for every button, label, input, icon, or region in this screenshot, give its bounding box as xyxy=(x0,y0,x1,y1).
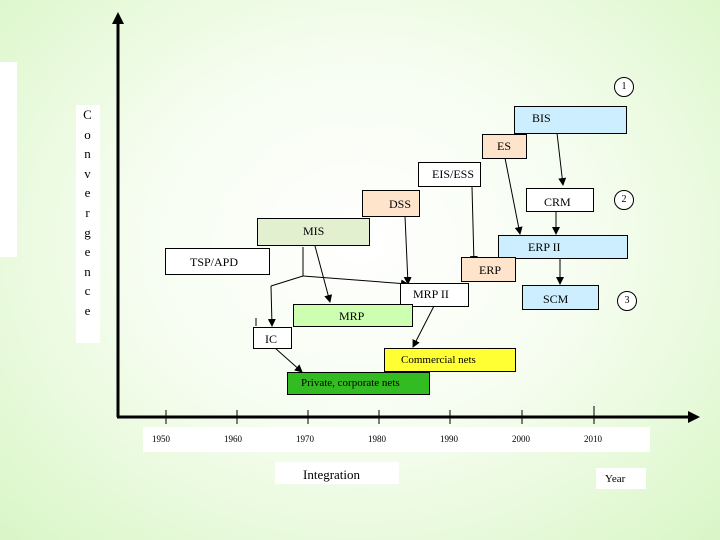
convergence-letter: v xyxy=(84,165,92,181)
es-box: ES xyxy=(482,134,527,159)
es-to-erp-ii-arrow xyxy=(504,157,523,235)
year-tick-label: 1980 xyxy=(368,434,386,444)
marker-2: 2 xyxy=(614,190,634,210)
year-tick-label: 1970 xyxy=(296,434,314,444)
mis-box: MIS xyxy=(257,218,370,246)
bis-box: BIS xyxy=(514,106,627,134)
mrp-box: MRP xyxy=(293,304,413,327)
bis-to-crm-arrow xyxy=(556,132,567,186)
ic-box: IC xyxy=(253,327,292,349)
convergence-letter: c xyxy=(84,283,92,299)
convergence-letter: r xyxy=(85,204,91,220)
year-label-box xyxy=(596,468,646,489)
year-tick-label: 1960 xyxy=(224,434,242,444)
integration-label-box xyxy=(275,462,399,484)
x-axis-arrowhead xyxy=(688,411,700,423)
convergence-letter: e xyxy=(84,302,92,318)
private-nets-box: Private, corporate nets xyxy=(287,372,430,395)
crm-box: CRM xyxy=(526,188,594,212)
convergence-letter: g xyxy=(84,224,92,240)
tsp-to-erp-arrow xyxy=(302,275,409,288)
convergence-label: C o n v e r g e n c e xyxy=(76,105,100,343)
eis-ess-box: EIS/ESS xyxy=(418,162,481,187)
eis-to-mrp-ii-arrow xyxy=(469,186,478,264)
year-label: Year xyxy=(605,473,626,485)
year-tick-label: 2000 xyxy=(512,434,530,444)
side-panel xyxy=(0,62,17,257)
y-axis-arrowhead xyxy=(112,12,124,24)
dss-box: DSS xyxy=(362,190,420,217)
year-strip xyxy=(143,427,650,452)
mrp-ii-box: MRP II xyxy=(400,283,469,307)
mis-to-mrp-arrow xyxy=(314,245,333,303)
year-ticks xyxy=(165,406,595,424)
erp-ii-box: ERP II xyxy=(498,235,628,259)
ic-to-private-nets-arrow xyxy=(274,347,303,373)
tsp-to-ic-arrow xyxy=(267,285,276,327)
marker-3: 3 xyxy=(617,291,637,311)
convergence-letter: e xyxy=(84,244,92,260)
year-tick-label: 1950 xyxy=(152,434,170,444)
convergence-letter: e xyxy=(84,185,92,201)
scm-box: SCM xyxy=(522,285,599,310)
tsp-apd-box: TSP/APD xyxy=(165,248,270,275)
convergence-letter: n xyxy=(84,263,92,279)
dss-to-erp-arrow xyxy=(403,215,412,285)
commercial-nets-box: Commercial nets xyxy=(384,348,516,372)
year-tick-label: 1990 xyxy=(440,434,458,444)
year-tick-label: 2010 xyxy=(584,434,602,444)
erp-box: ERP xyxy=(461,257,516,282)
mrp-ii-to-commercial-arrow xyxy=(412,305,435,348)
marker-1: 1 xyxy=(614,77,634,97)
convergence-letter: o xyxy=(84,126,92,142)
convergence-letter: n xyxy=(84,146,92,162)
convergence-letter: C xyxy=(83,107,93,122)
integration-label: Integration xyxy=(303,467,361,482)
tsp-to-ic-line xyxy=(270,275,304,287)
